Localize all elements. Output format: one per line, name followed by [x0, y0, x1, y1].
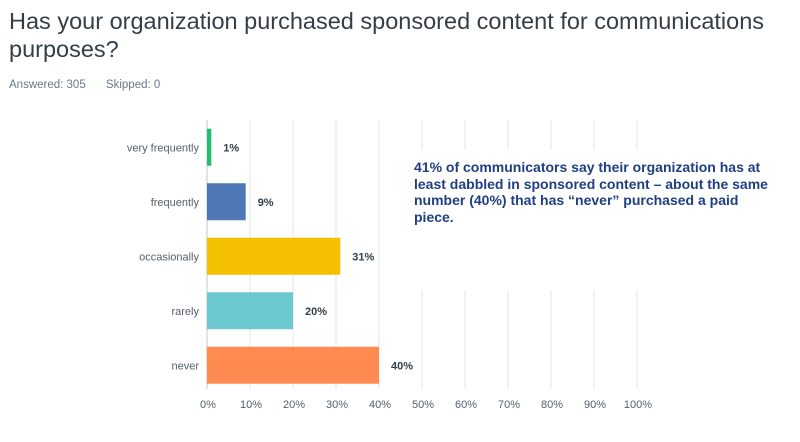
x-tick-label: 20%	[283, 399, 305, 411]
category-label: rarely	[171, 306, 199, 318]
x-tick-label: 50%	[412, 399, 434, 411]
category-label: frequently	[151, 197, 200, 209]
bar-very-frequently	[207, 128, 212, 166]
labels: 0% 10% 20% 30% 40% 50% 60% 70% 80% 90% 100% very fr…	[127, 142, 652, 411]
category-label: occasionally	[139, 251, 199, 263]
x-tick-label: 60%	[455, 399, 477, 411]
category-label: very frequently	[127, 142, 200, 154]
bar-never	[207, 346, 379, 384]
category-label: never	[171, 360, 199, 372]
x-tick-label: 70%	[498, 399, 520, 411]
value-label: 31%	[352, 251, 374, 263]
x-tick-label: 10%	[240, 399, 262, 411]
x-tick-label: 30%	[326, 399, 348, 411]
x-tick-label: 0%	[200, 399, 216, 411]
value-label: 1%	[223, 142, 239, 154]
bars	[207, 128, 379, 384]
answered-count: Answered: 305	[9, 79, 86, 91]
x-tick-label: 90%	[584, 399, 606, 411]
question-title: Has your organization purchased sponsore…	[9, 8, 765, 62]
value-label: 40%	[391, 360, 413, 372]
value-label: 20%	[305, 306, 327, 318]
bar-frequently	[207, 183, 246, 221]
x-tick-label: 80%	[541, 399, 563, 411]
response-stats: Answered: 305 Skipped: 0	[9, 79, 177, 91]
value-label: 9%	[258, 197, 274, 209]
skipped-count: Skipped: 0	[105, 79, 161, 91]
bar-rarely	[207, 292, 293, 330]
x-tick-label: 40%	[369, 399, 391, 411]
x-tick-label: 100%	[624, 399, 652, 411]
annotation-text: 41% of communicators say their organizat…	[414, 159, 768, 225]
annotation-background	[404, 150, 789, 290]
bar-occasionally	[207, 237, 341, 275]
